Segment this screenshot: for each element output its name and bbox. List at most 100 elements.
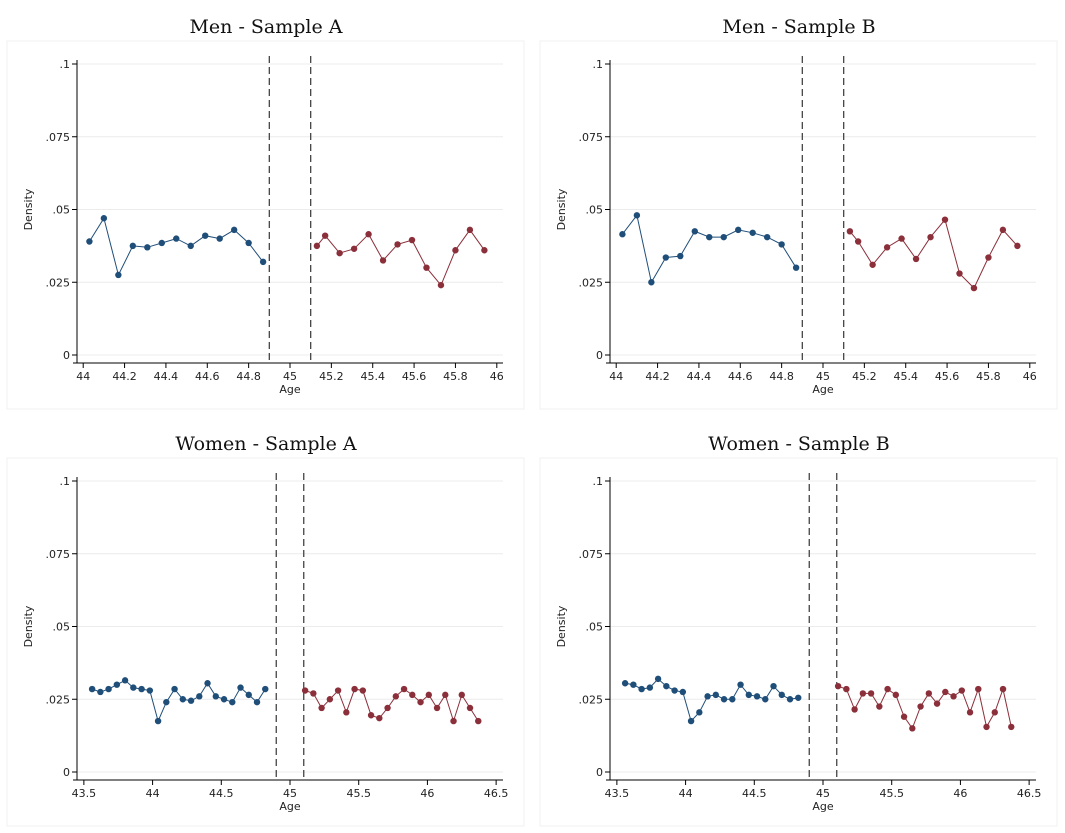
y-tick-label: .05 bbox=[586, 621, 604, 634]
x-axis-label: Age bbox=[279, 383, 301, 396]
series-line bbox=[88, 216, 264, 277]
x-tick-label: 44.8 bbox=[769, 370, 794, 383]
data-point bbox=[859, 690, 867, 697]
data-point bbox=[735, 226, 742, 234]
chart-title: Women - Sample B bbox=[708, 433, 890, 455]
data-point bbox=[179, 696, 187, 703]
data-point bbox=[367, 712, 375, 719]
data-point bbox=[737, 681, 744, 688]
data-point bbox=[154, 717, 162, 725]
data-point bbox=[442, 691, 449, 699]
data-point bbox=[450, 717, 457, 725]
chart-title: Men - Sample A bbox=[189, 16, 342, 38]
data-point bbox=[163, 698, 170, 706]
data-point bbox=[334, 687, 342, 694]
series-line bbox=[316, 229, 485, 287]
data-point bbox=[144, 244, 151, 251]
data-point bbox=[475, 717, 482, 725]
data-point bbox=[171, 685, 178, 693]
data-point bbox=[310, 690, 317, 697]
data-point bbox=[262, 685, 269, 693]
data-point bbox=[158, 239, 165, 247]
data-point bbox=[202, 232, 209, 239]
data-point bbox=[720, 233, 727, 241]
data-point bbox=[630, 681, 637, 688]
data-point bbox=[216, 235, 223, 242]
series-line bbox=[849, 218, 1018, 289]
x-tick-label: 46.5 bbox=[484, 787, 509, 800]
x-tick-label: 45.4 bbox=[360, 370, 385, 383]
x-tick-label: 43.5 bbox=[72, 787, 97, 800]
data-point bbox=[679, 688, 687, 696]
data-point bbox=[843, 685, 850, 693]
data-point bbox=[343, 709, 350, 716]
chart-svg: Women - Sample B 0 .025 .05 .075 .1 43.5 44 44.5… bbox=[539, 433, 1058, 827]
plot-frame bbox=[6, 457, 525, 827]
x-tick-label: 44.2 bbox=[112, 370, 137, 383]
data-point bbox=[712, 691, 720, 699]
y-tick-label: .075 bbox=[579, 131, 604, 144]
x-tick-label: 45 bbox=[816, 787, 830, 800]
y-axis-label: Density bbox=[555, 605, 568, 647]
data-point bbox=[869, 261, 876, 268]
y-tick-label: 0 bbox=[63, 766, 70, 779]
x-tick-label: 46 bbox=[490, 370, 504, 383]
x-axis-label: Age bbox=[279, 800, 301, 813]
x-tick-label: 45 bbox=[283, 370, 297, 383]
y-tick-label: .075 bbox=[579, 548, 604, 561]
data-point bbox=[648, 279, 655, 286]
chart-title: Women - Sample A bbox=[175, 433, 357, 455]
x-tick-label: 45.8 bbox=[443, 370, 468, 383]
x-tick-label: 44.5 bbox=[742, 787, 767, 800]
series-line bbox=[837, 685, 1012, 730]
data-point bbox=[970, 284, 978, 292]
data-point bbox=[677, 252, 684, 260]
data-point bbox=[851, 706, 858, 713]
data-point bbox=[867, 690, 875, 697]
data-point bbox=[230, 226, 238, 234]
data-point bbox=[619, 231, 626, 238]
data-point bbox=[778, 691, 785, 699]
y-axis-label: Density bbox=[22, 188, 35, 230]
x-tick-label: 45.6 bbox=[402, 370, 427, 383]
data-point bbox=[351, 685, 358, 693]
data-point bbox=[384, 704, 391, 712]
x-tick-label: 45.5 bbox=[879, 787, 904, 800]
data-point bbox=[121, 677, 129, 684]
y-tick-label: 0 bbox=[596, 349, 603, 362]
y-tick-label: .1 bbox=[60, 58, 71, 71]
data-point bbox=[646, 684, 654, 691]
data-point bbox=[753, 693, 761, 700]
data-point bbox=[941, 216, 949, 223]
data-point bbox=[400, 685, 408, 693]
data-point bbox=[654, 675, 662, 683]
x-tick-label: 44.6 bbox=[195, 370, 220, 383]
data-point bbox=[834, 682, 842, 690]
data-point bbox=[237, 684, 244, 691]
data-point bbox=[999, 685, 1007, 693]
x-tick-label: 46 bbox=[953, 787, 967, 800]
data-point bbox=[770, 682, 777, 690]
x-tick-label: 44 bbox=[76, 370, 90, 383]
data-point bbox=[991, 709, 998, 716]
data-point bbox=[687, 717, 695, 725]
data-point bbox=[86, 238, 93, 245]
data-point bbox=[187, 242, 194, 250]
data-point bbox=[301, 687, 309, 694]
data-point bbox=[452, 247, 459, 254]
data-point bbox=[350, 245, 358, 252]
data-point bbox=[909, 725, 916, 732]
data-point bbox=[466, 226, 474, 234]
x-axis-label: Age bbox=[812, 383, 834, 396]
data-point bbox=[425, 691, 432, 699]
data-point bbox=[313, 242, 321, 250]
data-point bbox=[146, 687, 154, 694]
x-tick-label: 44.4 bbox=[154, 370, 179, 383]
chart-svg: Men - Sample A 0 .025 .05 .075 .1 44 44.2 44.4 44… bbox=[6, 16, 525, 410]
y-tick-label: .1 bbox=[60, 475, 71, 488]
data-point bbox=[245, 691, 252, 699]
data-point bbox=[321, 232, 329, 239]
chart-panel-men-sample-b: Men - Sample B 0 .025 .05 .075 .1 44 44.2 44.4 44… bbox=[533, 0, 1065, 416]
data-point bbox=[253, 698, 261, 706]
data-point bbox=[942, 688, 949, 696]
